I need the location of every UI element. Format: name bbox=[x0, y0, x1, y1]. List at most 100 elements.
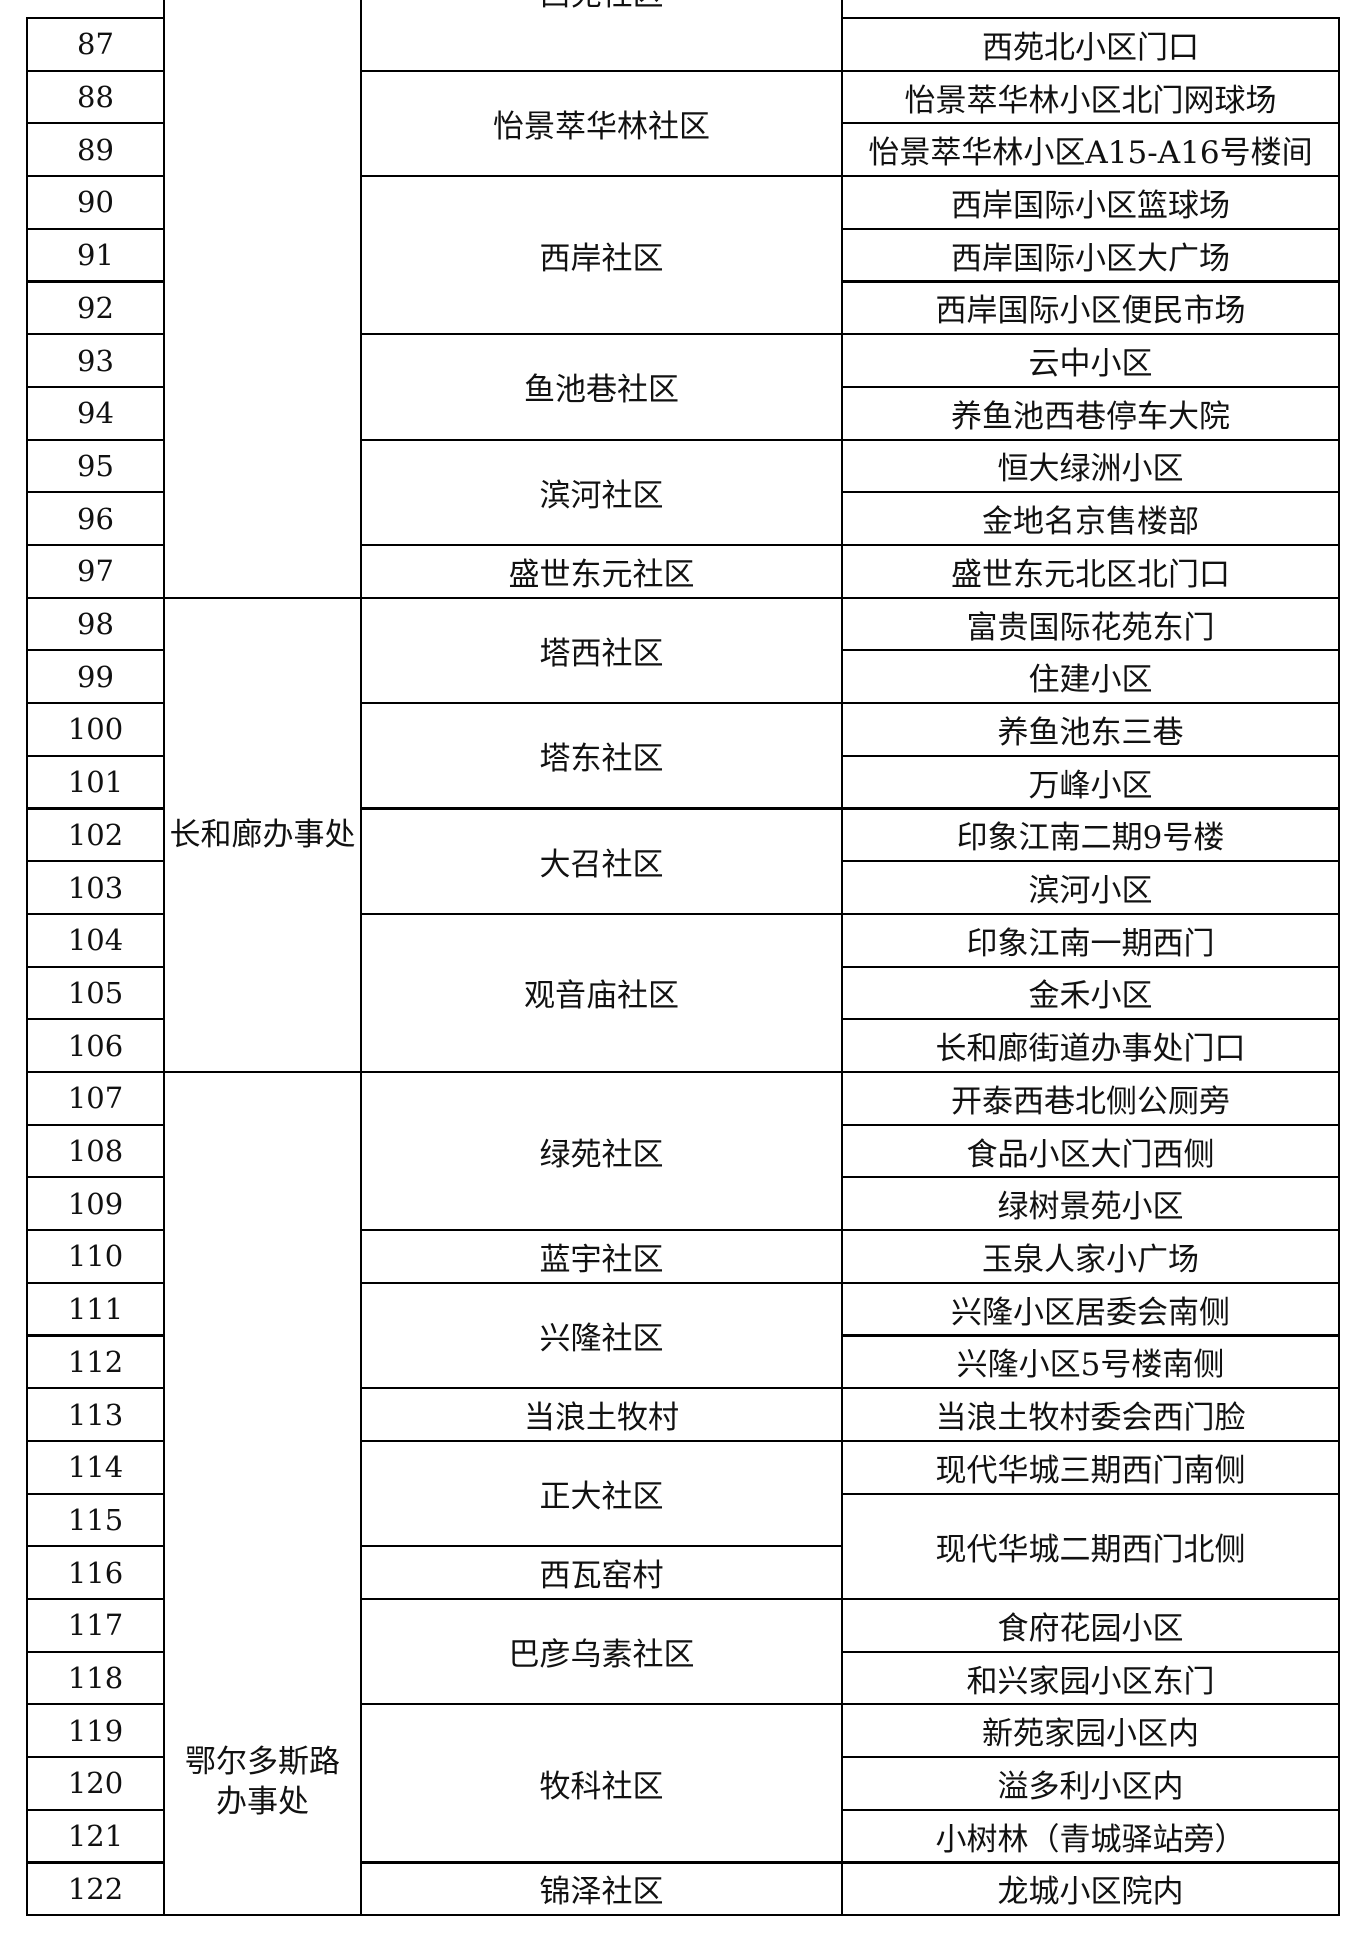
row-number: 93 bbox=[26, 333, 165, 388]
row-number: 101 bbox=[26, 754, 165, 810]
row-number: 105 bbox=[26, 965, 165, 1021]
cell-text: 110 bbox=[67, 1239, 124, 1274]
cell-text: 大召社区 bbox=[539, 846, 664, 883]
community-cell: 塔东社区 bbox=[360, 702, 843, 810]
site-cell: 怡景萃华林小区北门网球场 bbox=[841, 69, 1340, 125]
cell-text: 119 bbox=[67, 1713, 124, 1748]
row-number: 99 bbox=[26, 649, 165, 705]
cell-text: 怡景萃华林社区 bbox=[493, 108, 710, 145]
cell-text: 观音庙社区 bbox=[524, 978, 679, 1015]
row-number: 118 bbox=[26, 1650, 165, 1706]
site-cell: 滨河小区 bbox=[841, 860, 1340, 915]
row-number: 112 bbox=[26, 1334, 165, 1390]
community-cell: 牧科社区 bbox=[360, 1703, 843, 1864]
row-number: 116 bbox=[26, 1545, 165, 1600]
site-cell: 当浪土牧村委会西门脸 bbox=[841, 1387, 1340, 1442]
site-cell: 和兴家园小区东门 bbox=[841, 1650, 1340, 1706]
row-number: 117 bbox=[26, 1598, 165, 1653]
row-number: 113 bbox=[26, 1387, 165, 1442]
cell-text: 114 bbox=[67, 1450, 124, 1485]
cell-text: 和兴家园小区东门 bbox=[966, 1663, 1215, 1700]
site-cell: 兴隆小区居委会南侧 bbox=[841, 1281, 1340, 1337]
row-number: 87 bbox=[26, 17, 165, 72]
cell-text: 西岸国际小区大广场 bbox=[951, 240, 1230, 277]
cell-text: 鄂尔多斯路 bbox=[185, 1744, 340, 1781]
community-cell: 西岸社区 bbox=[360, 175, 843, 336]
cell-text: 绿苑社区 bbox=[539, 1136, 664, 1173]
cell-text: 食府花园小区 bbox=[997, 1610, 1184, 1647]
cell-text: 西岸国际小区篮球场 bbox=[951, 187, 1230, 224]
cell-text: 开泰西巷北侧公厕旁 bbox=[951, 1083, 1230, 1120]
site-cell: 云中小区 bbox=[841, 333, 1340, 388]
cell-text: 112 bbox=[67, 1344, 124, 1379]
cell-text: 103 bbox=[67, 870, 124, 905]
community-cell: 蓝宇社区 bbox=[360, 1229, 843, 1284]
cell-text: 龙城小区院内 bbox=[997, 1874, 1184, 1911]
row-number: 106 bbox=[26, 1018, 165, 1073]
community-cell: 巴彦乌素社区 bbox=[360, 1598, 843, 1706]
cell-text: 兴隆小区5号楼南侧 bbox=[956, 1347, 1225, 1384]
site-cell: 溢多利小区内 bbox=[841, 1756, 1340, 1811]
row-number: 109 bbox=[26, 1176, 165, 1232]
cell-text: 怡景萃华林小区北门网球场 bbox=[904, 82, 1277, 119]
cell-text: 118 bbox=[67, 1661, 124, 1696]
cell-text: 云中小区 bbox=[1028, 346, 1153, 383]
cell-text: 107 bbox=[67, 1081, 124, 1116]
row-number: 104 bbox=[26, 912, 165, 968]
cell-text: 玉泉人家小广场 bbox=[982, 1241, 1199, 1278]
site-cell: 富贵国际花苑东门 bbox=[841, 596, 1340, 652]
cell-text: 91 bbox=[77, 238, 114, 273]
community-cell: 鱼池巷社区 bbox=[360, 333, 843, 441]
cell-text: 99 bbox=[77, 659, 114, 694]
site-cell: 万峰小区 bbox=[841, 754, 1340, 810]
cell-text: 办事处 bbox=[216, 1784, 309, 1821]
cell-text: 92 bbox=[77, 290, 114, 325]
community-cell: 绿苑社区 bbox=[360, 1071, 843, 1232]
row-number: 108 bbox=[26, 1123, 165, 1179]
cell-text: 90 bbox=[77, 185, 114, 220]
site-cell: 长和廊街道办事处门口 bbox=[841, 1018, 1340, 1073]
cell-text: 怡景萃华林小区A15-A16号楼间 bbox=[868, 135, 1313, 172]
cell-text: 西瓦窑村 bbox=[539, 1558, 664, 1595]
cell-text: 滨河社区 bbox=[539, 477, 664, 514]
site-cell: 印象江南二期9号楼 bbox=[841, 807, 1340, 863]
row-number: 121 bbox=[26, 1808, 165, 1864]
community-cell: 大召社区 bbox=[360, 807, 843, 915]
row-number: 94 bbox=[26, 385, 165, 441]
community-cell: 西苑社区 bbox=[360, 0, 843, 72]
cell-text: 绿树景苑小区 bbox=[997, 1189, 1184, 1226]
site-cell: 现代华城三期西门南侧 bbox=[841, 1439, 1340, 1495]
cell-text: 102 bbox=[67, 817, 124, 852]
cell-text: 西苑社区 bbox=[540, 0, 664, 14]
row-number: 100 bbox=[26, 702, 165, 757]
site-cell: 玉泉人家小广场 bbox=[841, 1229, 1340, 1284]
row-number: 115 bbox=[26, 1492, 165, 1548]
site-cell: 龙城小区院内 bbox=[841, 1861, 1340, 1917]
cell-text: 食品小区大门西侧 bbox=[966, 1136, 1215, 1173]
office-cell: 鄂尔多斯路 办事处 bbox=[163, 1071, 362, 1917]
row-number: 119 bbox=[26, 1703, 165, 1759]
office-cell: 长和廊办事处 bbox=[163, 596, 362, 1073]
site-cell: 食品小区大门西侧 bbox=[841, 1123, 1340, 1179]
site-cell: 金禾小区 bbox=[841, 965, 1340, 1021]
row-number: 111 bbox=[26, 1281, 165, 1337]
cell-text: 新苑家园小区内 bbox=[982, 1716, 1199, 1753]
cell-text: 当浪土牧村委会西门脸 bbox=[935, 1400, 1246, 1437]
cell-text: 89 bbox=[77, 132, 114, 167]
cell-text: 滨河小区 bbox=[1028, 873, 1153, 910]
cell-text: 106 bbox=[67, 1028, 124, 1063]
site-cell: 养鱼池东三巷 bbox=[841, 702, 1340, 757]
row-number: 122 bbox=[26, 1861, 165, 1917]
cell-text: 94 bbox=[77, 396, 114, 431]
row-number: 98 bbox=[26, 596, 165, 652]
site-cell: 绿树景苑小区 bbox=[841, 1176, 1340, 1232]
cell-text: 金禾小区 bbox=[1028, 978, 1153, 1015]
cell-text: 104 bbox=[67, 923, 124, 958]
row-number: 120 bbox=[26, 1756, 165, 1811]
cell-text: 西岸国际小区便民市场 bbox=[935, 293, 1246, 330]
community-cell: 正大社区 bbox=[360, 1439, 843, 1548]
cell-text: 93 bbox=[77, 343, 114, 378]
cell-text: 105 bbox=[67, 975, 124, 1010]
site-cell: 新苑家园小区内 bbox=[841, 1703, 1340, 1759]
